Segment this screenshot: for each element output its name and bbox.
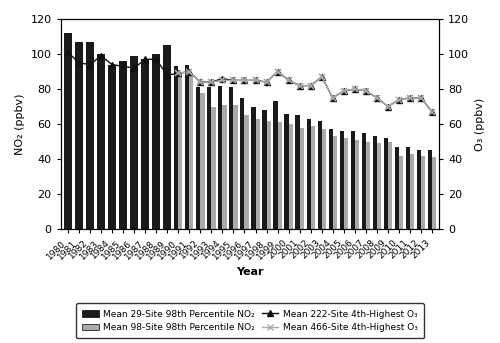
Bar: [163, 45, 172, 229]
Bar: [340, 131, 344, 229]
Bar: [428, 151, 432, 229]
Bar: [207, 87, 212, 229]
Bar: [274, 102, 278, 229]
Bar: [152, 54, 160, 229]
Bar: [252, 107, 256, 229]
Bar: [310, 126, 315, 229]
Bar: [328, 129, 333, 229]
Bar: [384, 138, 388, 229]
Bar: [174, 66, 178, 229]
Bar: [74, 42, 83, 229]
Bar: [240, 98, 244, 229]
Y-axis label: NO₂ (ppbv): NO₂ (ppbv): [15, 93, 25, 155]
Bar: [432, 157, 436, 229]
Bar: [64, 33, 72, 229]
Bar: [410, 154, 414, 229]
Bar: [234, 105, 237, 229]
Bar: [288, 124, 293, 229]
Bar: [300, 128, 304, 229]
Bar: [333, 137, 337, 229]
Bar: [196, 87, 200, 229]
Bar: [406, 147, 410, 229]
Bar: [296, 115, 300, 229]
Bar: [218, 86, 222, 229]
Bar: [417, 151, 421, 229]
Bar: [306, 119, 310, 229]
Bar: [355, 140, 359, 229]
Bar: [229, 87, 234, 229]
Bar: [395, 147, 399, 229]
Bar: [322, 129, 326, 229]
Bar: [421, 156, 426, 229]
Bar: [130, 56, 138, 229]
Bar: [262, 110, 266, 229]
Legend: Mean 29-Site 98th Percentile NO₂, Mean 98-Site 98th Percentile NO₂, Mean 222-Sit: Mean 29-Site 98th Percentile NO₂, Mean 9…: [76, 303, 424, 339]
Bar: [212, 107, 216, 229]
Y-axis label: O₃ (ppbv): O₃ (ppbv): [475, 97, 485, 151]
Bar: [222, 105, 226, 229]
Bar: [178, 73, 182, 229]
Bar: [108, 64, 116, 229]
Bar: [399, 156, 403, 229]
Bar: [362, 133, 366, 229]
X-axis label: Year: Year: [236, 267, 264, 276]
Bar: [366, 142, 370, 229]
Bar: [377, 143, 381, 229]
Bar: [119, 61, 128, 229]
Bar: [284, 114, 288, 229]
Bar: [344, 138, 348, 229]
Bar: [86, 42, 94, 229]
Bar: [318, 121, 322, 229]
Bar: [244, 115, 248, 229]
Bar: [141, 59, 150, 229]
Bar: [185, 64, 190, 229]
Bar: [256, 119, 260, 229]
Bar: [350, 131, 355, 229]
Bar: [372, 137, 377, 229]
Bar: [388, 142, 392, 229]
Bar: [97, 54, 105, 229]
Bar: [190, 73, 194, 229]
Bar: [266, 121, 271, 229]
Bar: [278, 122, 282, 229]
Bar: [200, 93, 204, 229]
